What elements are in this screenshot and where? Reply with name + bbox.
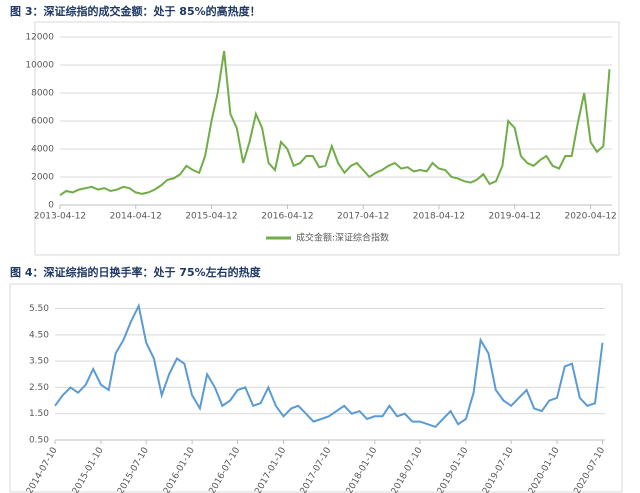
x-tick-label: 2015-07-10 — [116, 446, 151, 493]
chart-title: 图 3：深证综指的成交金额：处于 85%的高热度！ — [10, 4, 261, 18]
x-tick-label: 2019-04-12 — [489, 212, 541, 222]
x-tick-label: 2017-01-10 — [253, 446, 288, 493]
y-tick-label: 1.50 — [29, 409, 49, 419]
x-tick-label: 2018-01-10 — [345, 446, 380, 493]
y-tick-label: 6000 — [31, 117, 54, 127]
y-tick-label: 2.50 — [29, 383, 49, 393]
x-tick-label: 2014-04-12 — [110, 212, 162, 222]
x-tick-label: 2015-01-10 — [71, 446, 106, 493]
data-line — [54, 302, 604, 429]
y-tick-label: 2000 — [31, 173, 54, 183]
y-tick-label: 8000 — [31, 89, 54, 99]
x-tick-label: 2020-04-12 — [564, 212, 616, 222]
x-tick-label: 2013-04-12 — [34, 212, 86, 222]
x-tick-label: 2018-07-10 — [390, 446, 425, 493]
x-tick-label: 2017-07-10 — [299, 446, 334, 493]
data-line — [59, 50, 611, 197]
legend-label: 成交金额:深证综合指数 — [296, 232, 389, 244]
x-tick-label: 2016-07-10 — [208, 446, 243, 493]
chart-frame — [9, 283, 623, 493]
y-tick-label: 4.50 — [29, 330, 49, 340]
y-tick-label: 0 — [48, 201, 54, 211]
x-tick-label: 2019-07-10 — [481, 446, 516, 493]
x-tick-label: 2015-04-12 — [185, 212, 237, 222]
y-tick-label: 0.50 — [29, 436, 49, 446]
chart-title: 图 4：深证综指的日换手率：处于 75%左右的热度 — [10, 265, 262, 279]
y-tick-label: 3.50 — [29, 357, 49, 367]
y-tick-label: 5.50 — [29, 304, 49, 314]
x-tick-label: 2018-04-12 — [413, 212, 465, 222]
chart-frame — [34, 21, 620, 256]
x-tick-label: 2020-07-10 — [572, 446, 607, 493]
x-tick-label: 2016-01-10 — [162, 446, 197, 493]
x-tick-label: 2016-04-12 — [261, 212, 313, 222]
x-tick-label: 2017-04-12 — [337, 212, 389, 222]
y-tick-label: 4000 — [31, 145, 54, 155]
x-tick-label: 2019-01-10 — [436, 446, 471, 493]
x-tick-label: 2020-01-10 — [527, 446, 562, 493]
y-tick-label: 12000 — [25, 33, 54, 43]
y-tick-label: 10000 — [25, 61, 54, 71]
x-tick-label: 2014-07-10 — [25, 446, 60, 493]
